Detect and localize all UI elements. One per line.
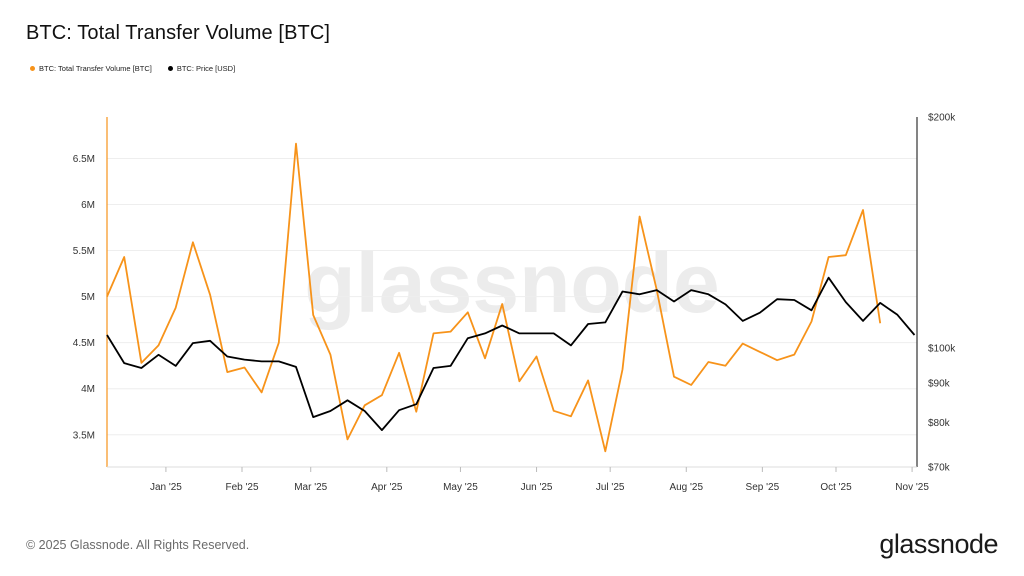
brand-logo: glassnode	[879, 529, 998, 559]
y-right-tick-label: $100k	[928, 344, 956, 355]
x-tick-label: Feb '25	[225, 482, 258, 493]
x-tick-label: Apr '25	[371, 482, 403, 493]
y-right-tick-label: $70k	[928, 463, 951, 474]
series-line-volume	[106, 142, 882, 453]
y-axis-right-ticks: $70k $80k $90k $100k $200k	[928, 113, 956, 474]
x-tick-label: Jun '25	[521, 482, 553, 493]
x-tick-label: Aug '25	[669, 482, 703, 493]
series-lines	[106, 142, 916, 453]
legend-label-volume: BTC: Total Transfer Volume [BTC]	[39, 64, 152, 73]
chart-title: BTC: Total Transfer Volume [BTC]	[26, 22, 331, 44]
y-left-tick-label: 5.5M	[73, 246, 95, 257]
y-left-tick-label: 3.5M	[73, 430, 95, 441]
copyright-footer: © 2025 Glassnode. All Rights Reserved.	[26, 538, 250, 552]
y-left-tick-label: 6M	[81, 200, 95, 211]
watermark: glassnode	[304, 236, 719, 330]
x-tick-label: Sep '25	[746, 482, 780, 493]
y-left-tick-label: 4.5M	[73, 338, 95, 349]
x-tick-label: Mar '25	[294, 482, 327, 493]
x-tick-label: Oct '25	[820, 482, 852, 493]
legend-swatch-price	[167, 66, 173, 71]
x-tick-label: May '25	[443, 482, 478, 493]
x-tick-label: Jul '25	[596, 482, 625, 493]
x-tick-label: Jan '25	[150, 482, 182, 493]
y-axis-left-ticks: 3.5M 4M 4.5M 5M 5.5M 6M 6.5M	[73, 154, 95, 441]
x-axis-ticks: Jan '25 Feb '25 Mar '25 Apr '25 May '25 Jun '…	[150, 467, 929, 493]
y-left-tick-label: 5M	[81, 292, 95, 303]
y-right-tick-label: $90k	[928, 379, 951, 390]
y-left-tick-label: 4M	[81, 384, 95, 395]
legend-label-price: BTC: Price [USD]	[176, 64, 236, 73]
legend-item-price[interactable]: BTC: Price [USD]	[167, 64, 236, 73]
legend-swatch-volume	[30, 66, 35, 71]
x-tick-label: Nov '25	[895, 482, 929, 493]
legend: BTC: Total Transfer Volume [BTC] BTC: Pr…	[30, 64, 235, 73]
y-left-tick-label: 6.5M	[73, 154, 95, 165]
legend-item-volume[interactable]: BTC: Total Transfer Volume [BTC]	[30, 64, 152, 73]
y-right-tick-label: $200k	[928, 113, 956, 124]
gridlines	[107, 157, 917, 436]
y-right-tick-label: $80k	[928, 418, 951, 429]
series-line-price	[106, 276, 916, 431]
